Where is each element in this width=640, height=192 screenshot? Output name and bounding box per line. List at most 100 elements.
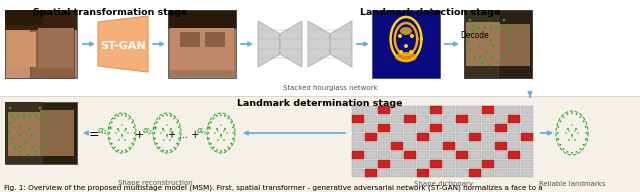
Bar bbox=[417, 142, 429, 150]
Bar bbox=[482, 133, 494, 141]
Bar bbox=[170, 28, 234, 70]
Circle shape bbox=[207, 132, 209, 134]
Bar bbox=[430, 160, 442, 168]
Circle shape bbox=[218, 130, 219, 132]
Bar bbox=[443, 160, 455, 168]
Circle shape bbox=[572, 124, 573, 126]
Bar bbox=[417, 133, 429, 141]
Circle shape bbox=[216, 149, 218, 151]
Circle shape bbox=[36, 117, 39, 119]
Circle shape bbox=[41, 145, 44, 147]
Bar bbox=[417, 115, 429, 123]
Bar bbox=[430, 142, 442, 150]
Circle shape bbox=[575, 128, 577, 130]
Circle shape bbox=[580, 148, 581, 150]
Circle shape bbox=[583, 144, 584, 146]
Circle shape bbox=[557, 126, 559, 128]
Bar bbox=[5, 102, 43, 164]
Bar bbox=[456, 133, 468, 141]
Circle shape bbox=[124, 130, 125, 132]
Bar bbox=[469, 151, 481, 159]
Bar bbox=[469, 106, 481, 114]
Bar bbox=[469, 160, 481, 168]
Bar bbox=[372, 10, 440, 78]
Bar bbox=[430, 160, 442, 168]
Bar bbox=[352, 160, 364, 168]
Polygon shape bbox=[308, 21, 330, 67]
Circle shape bbox=[35, 114, 37, 116]
Circle shape bbox=[31, 134, 33, 136]
Text: $\alpha_2$*: $\alpha_2$* bbox=[142, 125, 158, 137]
Bar bbox=[430, 115, 442, 123]
Circle shape bbox=[122, 124, 123, 126]
Bar bbox=[521, 106, 533, 114]
Bar bbox=[205, 32, 225, 47]
Circle shape bbox=[230, 143, 232, 145]
Circle shape bbox=[131, 122, 133, 123]
Circle shape bbox=[109, 132, 110, 134]
Circle shape bbox=[125, 149, 127, 151]
Circle shape bbox=[566, 113, 568, 115]
Bar bbox=[482, 160, 494, 168]
Bar bbox=[456, 106, 468, 114]
Bar bbox=[521, 160, 533, 168]
Circle shape bbox=[217, 139, 219, 141]
Circle shape bbox=[220, 150, 222, 152]
Bar bbox=[378, 160, 390, 168]
Circle shape bbox=[162, 128, 164, 130]
Bar bbox=[495, 133, 507, 141]
Circle shape bbox=[43, 114, 45, 116]
Circle shape bbox=[28, 128, 30, 130]
Circle shape bbox=[468, 49, 471, 51]
Circle shape bbox=[568, 130, 570, 132]
Bar bbox=[521, 151, 533, 159]
Circle shape bbox=[410, 34, 414, 38]
Bar bbox=[417, 151, 429, 159]
Circle shape bbox=[170, 149, 172, 151]
Circle shape bbox=[563, 148, 564, 150]
Bar bbox=[365, 106, 377, 114]
Text: Fig. 1: Overview of the proposed multistage model (MSM). First, spatial transfor: Fig. 1: Overview of the proposed multist… bbox=[4, 185, 543, 191]
Bar bbox=[456, 160, 468, 168]
Circle shape bbox=[117, 149, 119, 151]
Bar bbox=[508, 142, 520, 150]
Bar bbox=[464, 10, 502, 78]
Bar bbox=[30, 10, 74, 78]
Circle shape bbox=[208, 127, 210, 128]
Circle shape bbox=[170, 115, 172, 117]
Circle shape bbox=[47, 129, 49, 131]
Circle shape bbox=[216, 115, 218, 117]
Circle shape bbox=[511, 39, 513, 41]
Bar bbox=[521, 115, 533, 123]
Circle shape bbox=[159, 147, 161, 148]
Polygon shape bbox=[98, 16, 148, 72]
Bar bbox=[521, 133, 533, 141]
Bar bbox=[365, 169, 377, 177]
Circle shape bbox=[115, 132, 116, 134]
Circle shape bbox=[154, 138, 156, 139]
Text: Stacked hourglass network: Stacked hourglass network bbox=[283, 85, 378, 91]
Bar bbox=[482, 106, 494, 114]
Bar bbox=[352, 169, 364, 177]
Circle shape bbox=[122, 136, 123, 138]
Polygon shape bbox=[258, 21, 280, 67]
Bar bbox=[378, 133, 390, 141]
Circle shape bbox=[565, 132, 566, 134]
Circle shape bbox=[572, 136, 573, 138]
Circle shape bbox=[224, 128, 226, 130]
Bar bbox=[404, 115, 416, 123]
Circle shape bbox=[38, 107, 42, 109]
Bar bbox=[417, 133, 429, 141]
Bar bbox=[521, 142, 533, 150]
Text: Landmark determination stage: Landmark determination stage bbox=[237, 99, 403, 108]
Circle shape bbox=[472, 25, 474, 27]
Bar bbox=[5, 10, 43, 78]
Circle shape bbox=[162, 149, 164, 151]
Circle shape bbox=[490, 39, 492, 41]
Circle shape bbox=[170, 130, 171, 132]
Bar bbox=[508, 169, 520, 177]
Bar bbox=[352, 124, 364, 132]
Bar bbox=[417, 160, 429, 168]
Bar bbox=[404, 106, 416, 114]
Circle shape bbox=[571, 152, 573, 154]
